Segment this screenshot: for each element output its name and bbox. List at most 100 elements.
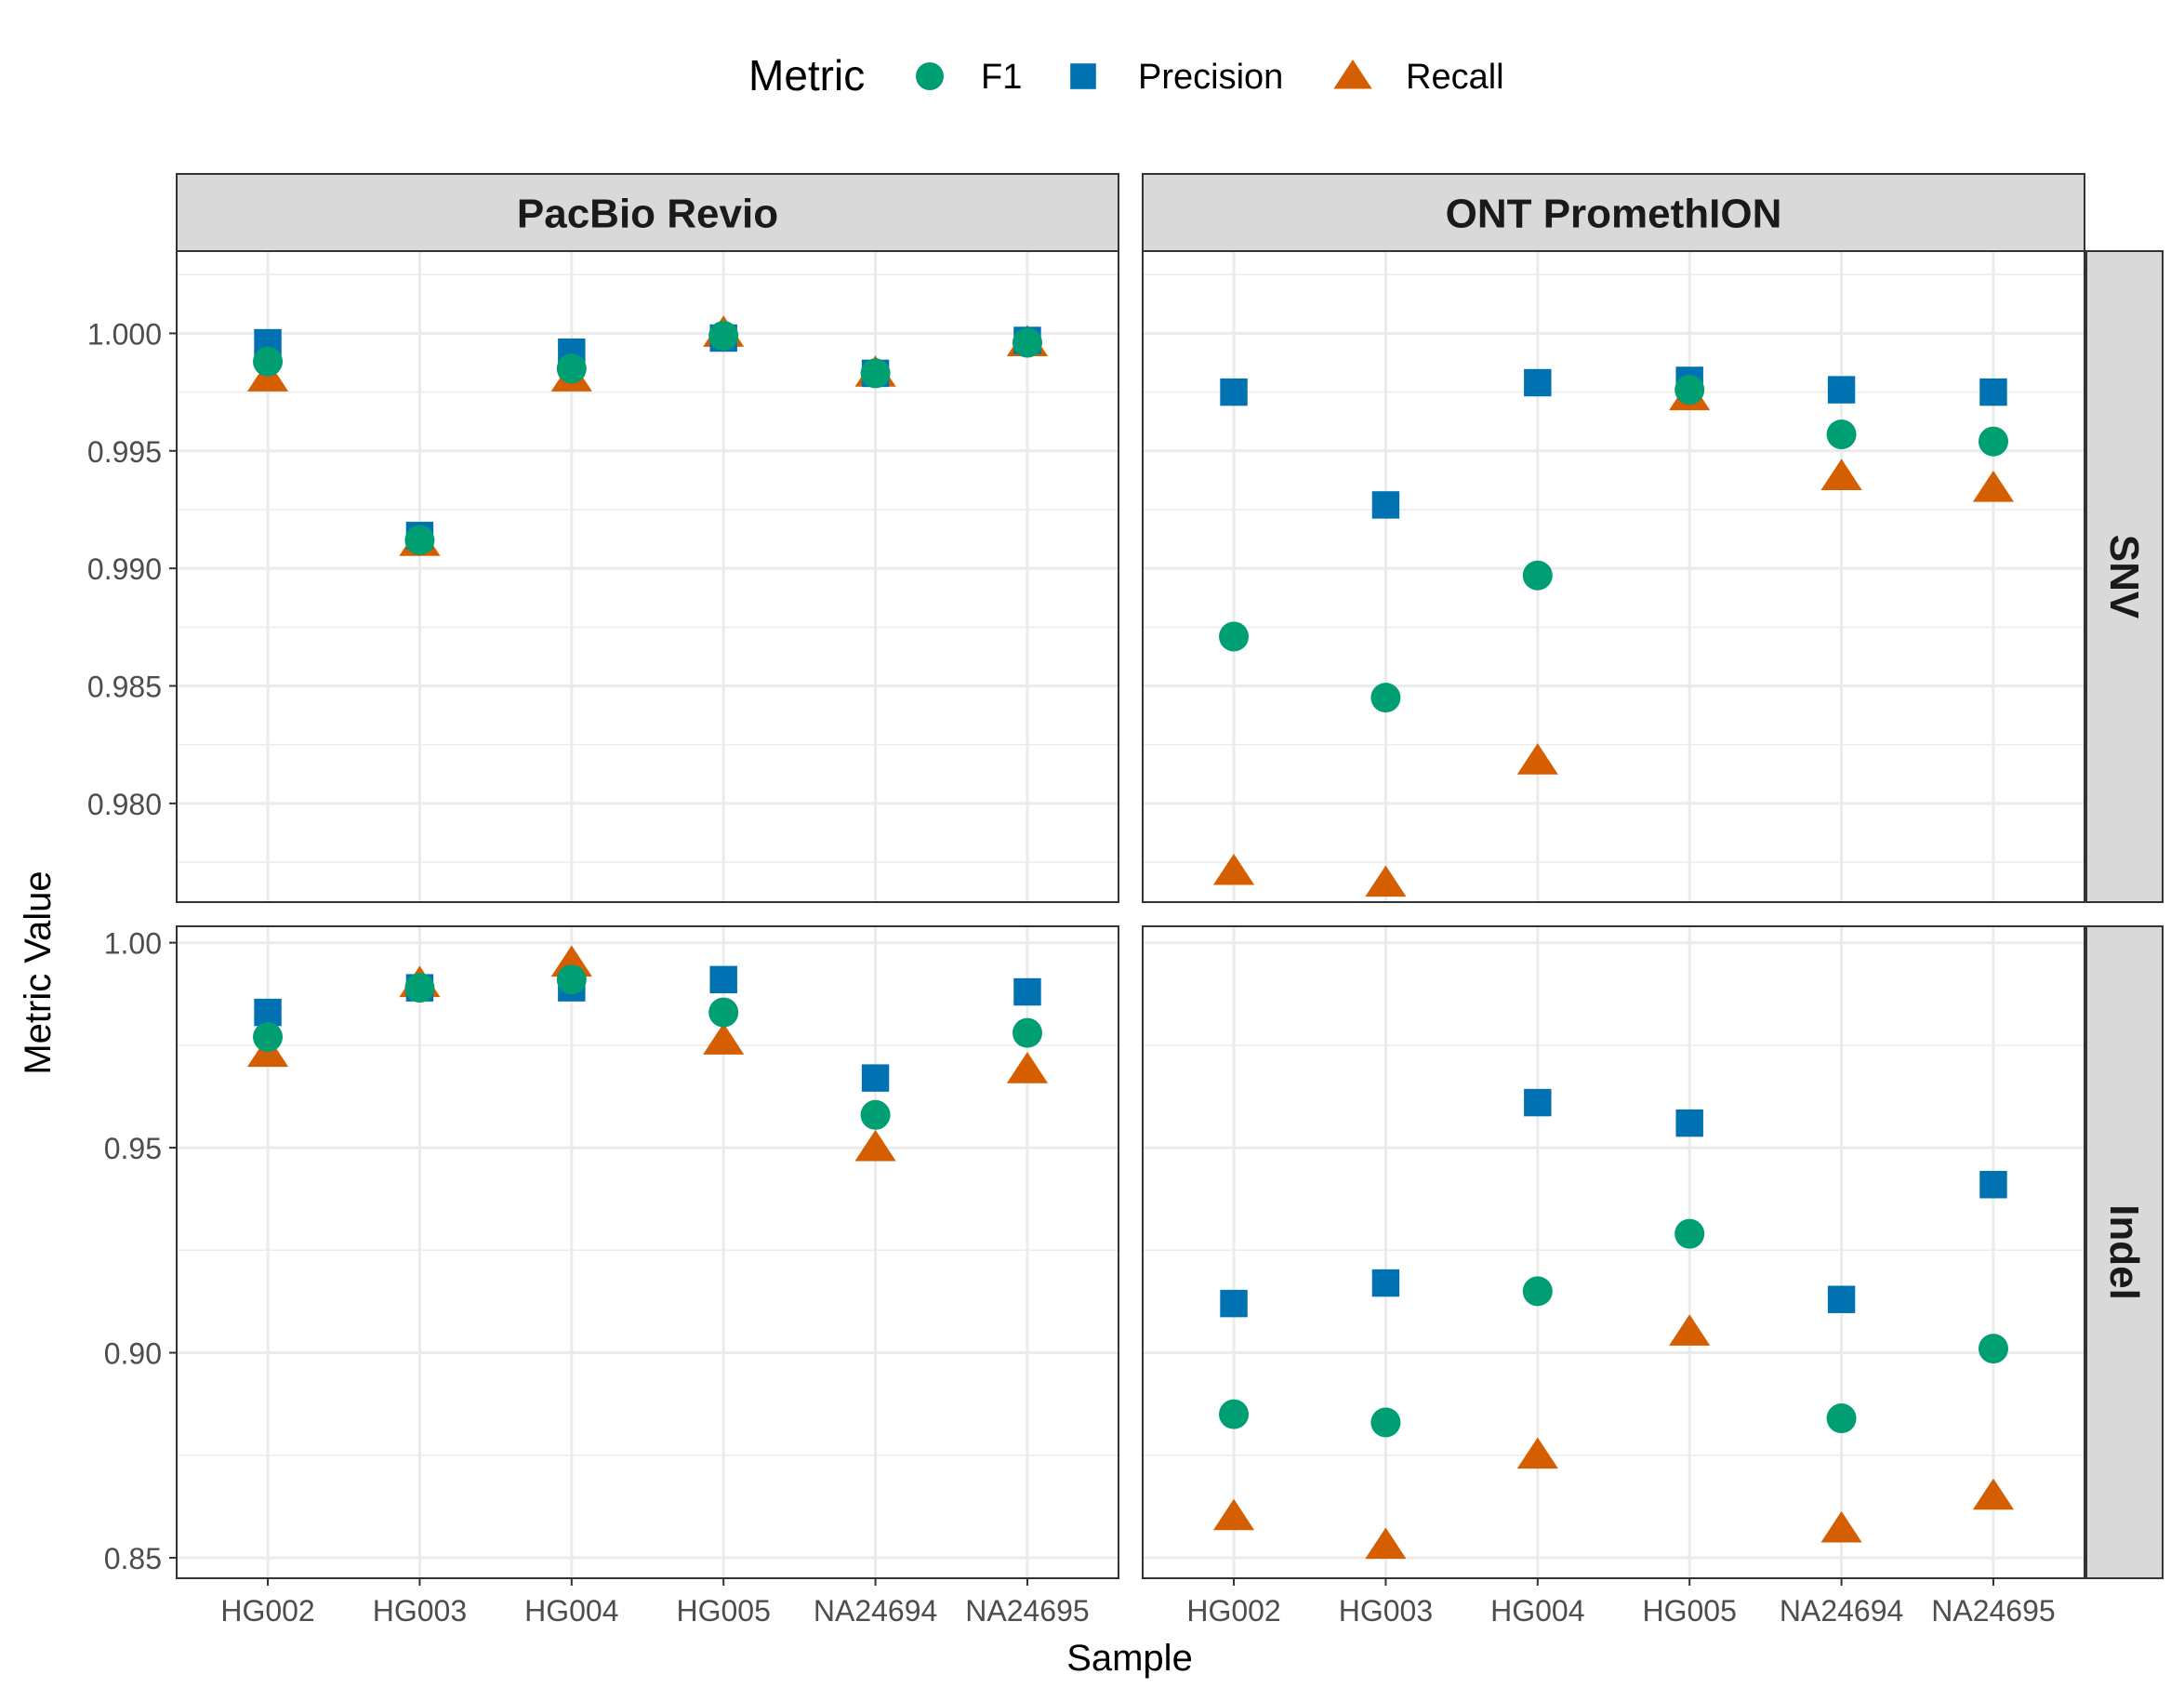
x-tick-label-hg002: HG002	[220, 1594, 314, 1628]
point-precision-hg002	[254, 998, 282, 1027]
legend-entries: F1 Precision Recall	[916, 58, 1504, 97]
y-tick-label: 0.85	[104, 1542, 162, 1575]
x-axis-title: Sample	[1066, 1638, 1193, 1679]
panel-border	[176, 925, 1119, 1579]
point-recall-hg003	[1365, 865, 1407, 897]
point-f1-hg004	[1522, 1276, 1553, 1307]
point-recall-na24695	[1006, 1052, 1049, 1083]
point-recall-na24695	[1972, 1478, 2015, 1510]
panel-ont-promethion-snv	[1143, 251, 2085, 902]
row-strip-indel: Indel	[2085, 925, 2164, 1579]
point-precision-hg002	[1220, 378, 1248, 406]
point-precision-na24695	[1979, 378, 2007, 406]
row-strip-snv: SNV	[2085, 250, 2164, 903]
point-f1-hg005	[1674, 375, 1705, 405]
point-precision-na24694	[1827, 376, 1856, 404]
point-f1-hg004	[556, 353, 587, 384]
legend-key-recall	[1333, 60, 1372, 89]
point-recall-na24694	[1820, 1510, 1862, 1543]
panel-border	[1142, 925, 2085, 1579]
point-precision-hg003	[1371, 1269, 1400, 1297]
x-tick-label-hg004: HG004	[524, 1594, 618, 1628]
point-precision-hg005	[1675, 1109, 1703, 1137]
column-strip-label: PacBio Revio	[517, 192, 778, 237]
x-tick-label-hg002: HG002	[1186, 1594, 1280, 1628]
point-recall-hg004	[1516, 1437, 1558, 1469]
point-recall-na24695	[1972, 471, 2015, 502]
points-ont-promethion-snv	[1212, 366, 2015, 897]
point-recall-na24694	[1820, 458, 1862, 490]
point-f1-hg003	[1370, 683, 1401, 713]
point-f1-hg003	[404, 525, 435, 555]
legend-label-recall: Recall	[1406, 58, 1504, 97]
point-precision-na24695	[1013, 977, 1041, 1006]
x-tick-label-na24695: NA24695	[965, 1594, 1089, 1628]
panel-background	[1143, 926, 2085, 1578]
row-strip-label: Indel	[2101, 1204, 2147, 1300]
panel-pacbio-revio-snv	[177, 251, 1118, 902]
point-f1-hg002	[253, 1022, 284, 1053]
legend-label-precision: Precision	[1138, 58, 1283, 97]
point-f1-hg002	[253, 346, 284, 377]
panel-background	[177, 251, 1118, 902]
facet-panels: PacBio Revio ONT PromethION SNV Indel 0.980 0…	[87, 173, 2164, 1628]
y-tick-label: 0.995	[87, 435, 162, 469]
y-tick-label: 1.000	[87, 317, 162, 351]
x-tick-label-hg005: HG005	[1642, 1594, 1736, 1628]
legend-title: Metric	[748, 51, 865, 100]
y-tick-label: 0.980	[87, 788, 162, 821]
panel-ont-promethion-indel	[1143, 926, 2085, 1578]
y-tick-label: 0.90	[104, 1337, 162, 1371]
point-recall-hg003	[1365, 1527, 1407, 1560]
legend-key-f1	[916, 62, 944, 90]
points-ont-promethion-indel	[1212, 1088, 2015, 1560]
x-tick-label-na24694: NA24694	[814, 1594, 937, 1628]
y-axis-indel: 0.85 0.90 0.95 1.00	[104, 927, 177, 1575]
y-axis-snv: 0.980 0.985 0.990 0.995 1.000	[87, 317, 177, 821]
point-recall-hg004	[1516, 743, 1558, 775]
y-tick-label: 1.00	[104, 927, 162, 961]
point-precision-na24695	[1979, 1171, 2007, 1199]
x-tick-label-hg004: HG004	[1490, 1594, 1584, 1628]
point-precision-hg005	[709, 965, 737, 994]
x-axis-pacbio-revio: HG002 HG003 HG004 HG005 NA24694 NA24695	[220, 1578, 1090, 1628]
legend-key-precision	[1070, 63, 1096, 89]
panel-pacbio-revio-indel	[177, 926, 1118, 1578]
point-f1-na24694	[1826, 419, 1857, 450]
point-f1-na24695	[1978, 426, 2008, 457]
column-strip-pacbio-revio: PacBio Revio	[176, 173, 1119, 252]
point-f1-hg002	[1219, 621, 1250, 652]
point-precision-hg003	[1371, 491, 1400, 519]
point-precision-hg004	[1524, 368, 1552, 397]
column-strip-ont-promethion: ONT PromethION	[1142, 173, 2085, 252]
y-axis-title: Metric Value	[18, 870, 59, 1074]
point-f1-na24694	[1826, 1403, 1857, 1434]
panel-background	[177, 926, 1118, 1578]
point-f1-hg005	[1674, 1218, 1705, 1249]
point-f1-hg005	[708, 997, 739, 1028]
point-f1-hg004	[556, 964, 587, 995]
point-recall-hg005	[1669, 1314, 1711, 1346]
point-f1-na24694	[860, 1099, 891, 1130]
point-f1-hg003	[1370, 1407, 1401, 1438]
point-f1-na24695	[1012, 1017, 1042, 1048]
point-recall-hg005	[703, 1023, 745, 1055]
point-precision-na24694	[1827, 1285, 1856, 1313]
point-precision-hg002	[1220, 1289, 1248, 1318]
panel-background	[1143, 251, 2085, 902]
points-pacbio-revio-snv	[246, 315, 1049, 556]
point-f1-hg003	[404, 973, 435, 1003]
x-tick-label-na24694: NA24694	[1780, 1594, 1903, 1628]
point-f1-na24695	[1978, 1334, 2008, 1364]
column-strip-label: ONT PromethION	[1446, 192, 1782, 237]
x-tick-label-na24695: NA24695	[1931, 1594, 2055, 1628]
point-recall-hg002	[1212, 853, 1255, 885]
y-tick-label: 0.990	[87, 552, 162, 586]
points-pacbio-revio-indel	[246, 945, 1049, 1162]
point-f1-hg002	[1219, 1399, 1250, 1429]
point-precision-hg004	[1524, 1088, 1552, 1117]
y-tick-label: 0.95	[104, 1132, 162, 1165]
x-tick-label-hg003: HG003	[1339, 1594, 1433, 1628]
row-strip-label: SNV	[2101, 535, 2147, 619]
